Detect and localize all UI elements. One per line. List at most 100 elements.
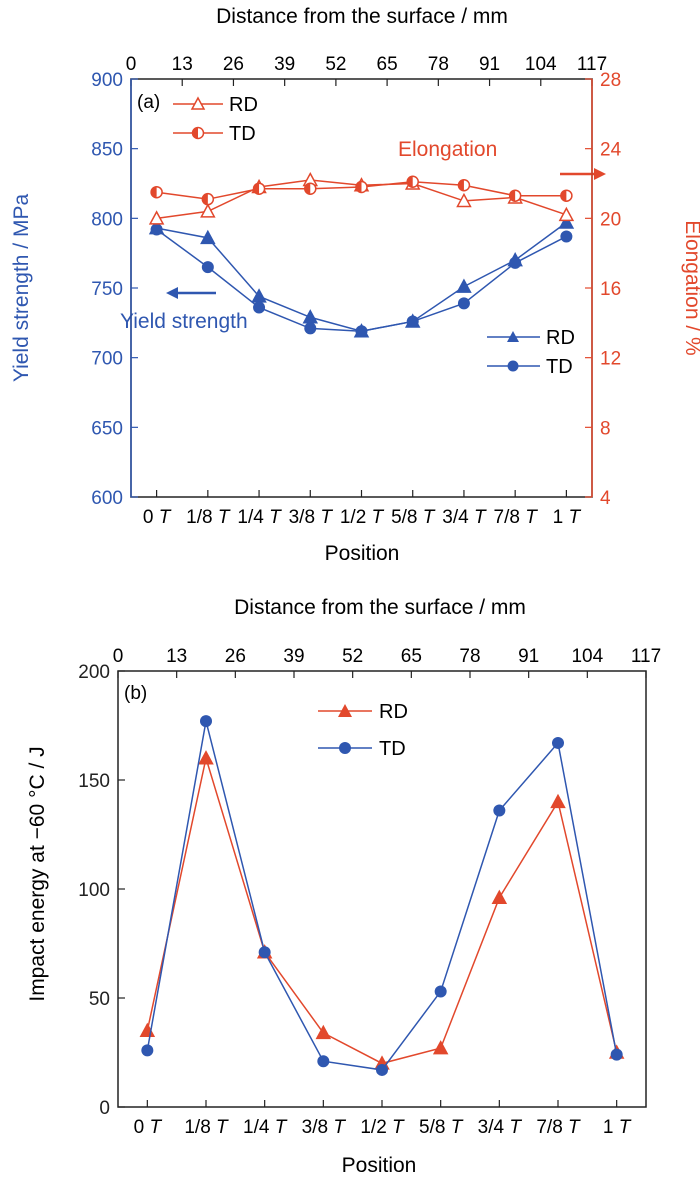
category-label-a-1: 1/8 T — [186, 507, 231, 528]
top-tick-label-a-5: 65 — [377, 54, 398, 75]
left-axis-title-b: Impact energy at −60 °C / J — [26, 746, 49, 1001]
left-tick-label-b-4: 200 — [78, 662, 110, 683]
category-label-b-3: 3/8 T — [302, 1117, 347, 1138]
right-axis-title-a: Elongation / % — [681, 220, 700, 355]
category-label-a-7: 7/8 T — [494, 507, 539, 528]
left-tick-label-b-2: 100 — [78, 880, 110, 901]
category-label-a-0: 0 T — [143, 507, 172, 528]
top-tick-label-a-1: 13 — [172, 54, 193, 75]
top-tick-label-a-3: 39 — [274, 54, 295, 75]
data-point-b-1-7 — [552, 736, 564, 749]
category-label-a-4: 1/2 T — [340, 507, 385, 528]
data-point-a-0-1 — [200, 229, 216, 245]
legend-label-rd-red: RD — [229, 94, 258, 116]
left-tick-label-b-1: 50 — [89, 989, 110, 1010]
legend-item-rd-b: RD — [318, 701, 408, 723]
data-point-b-0-5 — [432, 1040, 449, 1055]
data-point-a-1-1 — [201, 261, 214, 274]
left-tick-label-a-5: 850 — [91, 140, 123, 161]
data-point-a-0-3 — [302, 309, 319, 324]
right-tick-label-a-1: 8 — [600, 418, 611, 439]
top-tick-label-a-6: 78 — [428, 54, 449, 75]
data-point-a-3-3 — [304, 182, 317, 195]
right-tick-label-a-6: 28 — [600, 70, 621, 91]
legend-red-a: RD TD — [173, 94, 258, 145]
top-tick-label-b-6: 78 — [459, 646, 480, 667]
data-point-a-2-8 — [558, 206, 575, 222]
data-point-b-1-6 — [493, 804, 506, 817]
left-tick-label-a-1: 650 — [91, 418, 123, 439]
data-point-a-1-3 — [304, 322, 317, 335]
plot-frame-b — [117, 670, 647, 1108]
legend-label-td-b: TD — [379, 738, 406, 760]
right-tick-label-a-5: 24 — [600, 140, 622, 161]
series-line-b-0 — [146, 755, 618, 1065]
data-point-a-1-5 — [406, 315, 419, 328]
data-point-b-1-5 — [434, 985, 447, 998]
legend-label-rd-b: RD — [379, 701, 408, 723]
legend-item-td-blue: TD — [487, 356, 573, 378]
legend-item-td-b: TD — [318, 738, 406, 760]
left-tick-label-a-0: 600 — [91, 488, 123, 509]
data-point-a-1-7 — [509, 256, 522, 269]
data-point-a-3-5 — [406, 175, 419, 189]
category-label-b-1: 1/8 T — [184, 1117, 229, 1138]
data-point-b-1-1 — [200, 715, 212, 728]
data-point-a-1-4 — [355, 325, 368, 338]
category-label-a-5: 5/8 T — [391, 507, 436, 528]
data-point-a-3-2 — [252, 182, 266, 195]
data-point-b-0-7 — [550, 793, 566, 809]
category-label-b-4: 1/2 T — [360, 1117, 405, 1138]
top-tick-label-b-7: 91 — [518, 646, 539, 667]
legend-label-td-blue: TD — [546, 356, 573, 378]
data-point-b-1-2 — [258, 946, 271, 959]
plot-frame-a — [130, 78, 593, 498]
data-point-b-1-0 — [141, 1044, 154, 1057]
top-tick-label-a-2: 26 — [223, 54, 244, 75]
data-point-b-1-3 — [317, 1055, 330, 1068]
category-label-a-8: 1 T — [553, 507, 582, 528]
category-label-a-6: 3/4 T — [442, 507, 487, 528]
bottom-axis-title-a: Position — [325, 542, 400, 565]
legend-item-rd-blue: RD — [487, 327, 575, 349]
data-point-a-2-6 — [456, 192, 472, 208]
data-point-b-1-8 — [610, 1048, 623, 1061]
data-point-a-0-8 — [558, 214, 575, 229]
panel-label-b: (b) — [124, 683, 147, 704]
arrow-right-icon — [560, 168, 606, 180]
left-tick-label-a-3: 750 — [91, 279, 123, 300]
right-tick-label-a-2: 12 — [600, 349, 621, 370]
data-point-a-1-2 — [253, 301, 266, 314]
data-point-a-2-1 — [200, 203, 216, 218]
top-tick-label-b-4: 52 — [342, 646, 363, 667]
right-tick-label-a-3: 16 — [600, 279, 621, 300]
data-point-a-3-4 — [355, 180, 368, 194]
data-point-a-1-6 — [457, 297, 470, 310]
category-label-b-6: 3/4 T — [478, 1117, 523, 1138]
yield-strength-annotation: Yield strength — [120, 310, 248, 333]
data-point-a-3-6 — [457, 178, 471, 192]
top-tick-label-b-8: 104 — [571, 646, 603, 667]
panel-b: Distance from the surface / mm Impact en… — [26, 596, 661, 1177]
data-point-b-0-3 — [315, 1024, 332, 1040]
left-tick-label-b-0: 0 — [99, 1098, 110, 1119]
top-tick-label-b-3: 39 — [283, 646, 304, 667]
data-point-a-0-6 — [456, 278, 472, 293]
data-point-b-1-4 — [376, 1063, 388, 1076]
top-tick-label-b-5: 65 — [401, 646, 422, 667]
data-point-a-2-0 — [148, 210, 165, 225]
data-point-a-1-0 — [150, 223, 163, 236]
left-tick-label-b-3: 150 — [78, 771, 110, 792]
category-label-b-5: 5/8 T — [419, 1117, 464, 1138]
data-point-a-3-0 — [150, 185, 163, 199]
category-label-a-2: 1/4 T — [237, 507, 282, 528]
panel-label-a: (a) — [137, 92, 160, 113]
left-tick-label-a-2: 700 — [91, 349, 123, 370]
data-point-a-3-1 — [201, 192, 215, 206]
data-point-b-0-6 — [491, 889, 508, 904]
panel-a: Distance from the surface / mm Yield str… — [10, 5, 700, 565]
data-point-a-3-7 — [508, 189, 522, 202]
top-tick-label-b-9: 117 — [631, 646, 661, 667]
left-axis-title-a: Yield strength / MPa — [10, 194, 33, 383]
